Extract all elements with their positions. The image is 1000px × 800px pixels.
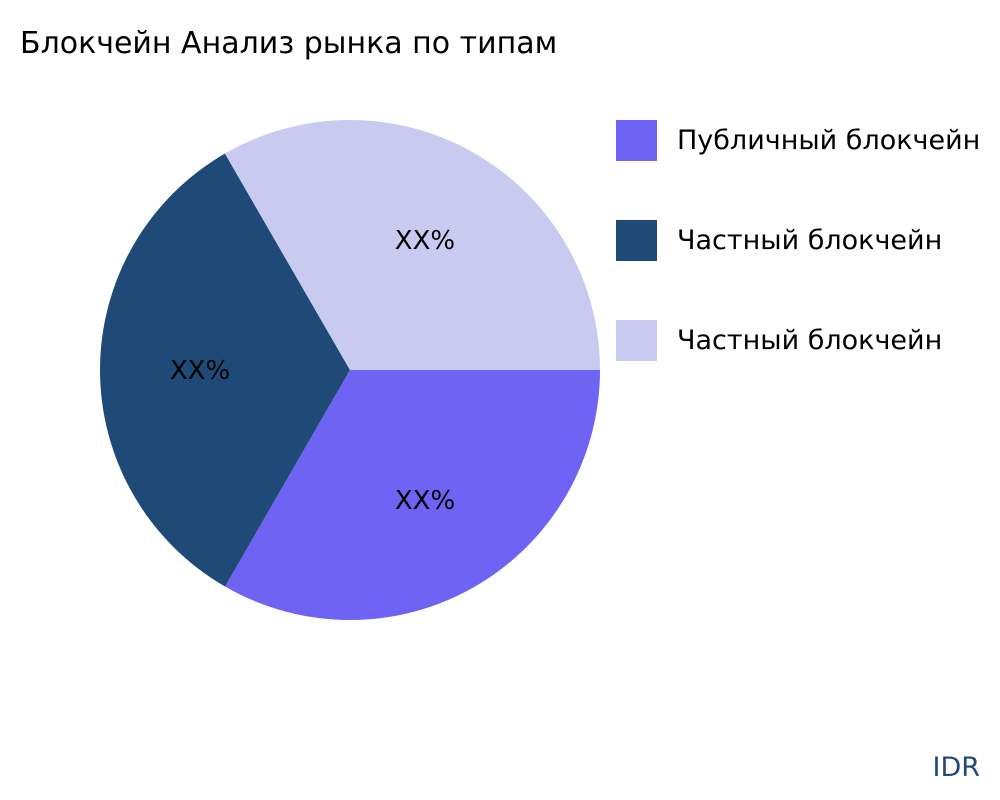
legend-swatch <box>616 219 657 261</box>
pie-slice-0[interactable] <box>225 370 600 621</box>
legend-label: Публичный блокчейн <box>677 124 981 156</box>
legend-label: Частный блокчейн <box>677 324 943 356</box>
pie-slice-2[interactable] <box>224 119 601 371</box>
legend-swatch <box>616 319 657 361</box>
data-label-0: XX% <box>395 486 455 516</box>
legend-item-1[interactable]: Частный блокчейн <box>616 219 943 261</box>
data-label-1: XX% <box>170 356 230 386</box>
data-label-2: XX% <box>395 226 455 256</box>
legend-label: Частный блокчейн <box>677 224 943 256</box>
pie-slice-1[interactable] <box>100 153 350 587</box>
chart-title: Блокчейн Анализ рынка по типам <box>20 26 558 61</box>
legend-item-0[interactable]: Публичный блокчейн <box>616 119 981 161</box>
legend-swatch <box>616 119 657 161</box>
brand-logo: IDR <box>932 752 980 783</box>
legend-item-2[interactable]: Частный блокчейн <box>616 319 943 361</box>
